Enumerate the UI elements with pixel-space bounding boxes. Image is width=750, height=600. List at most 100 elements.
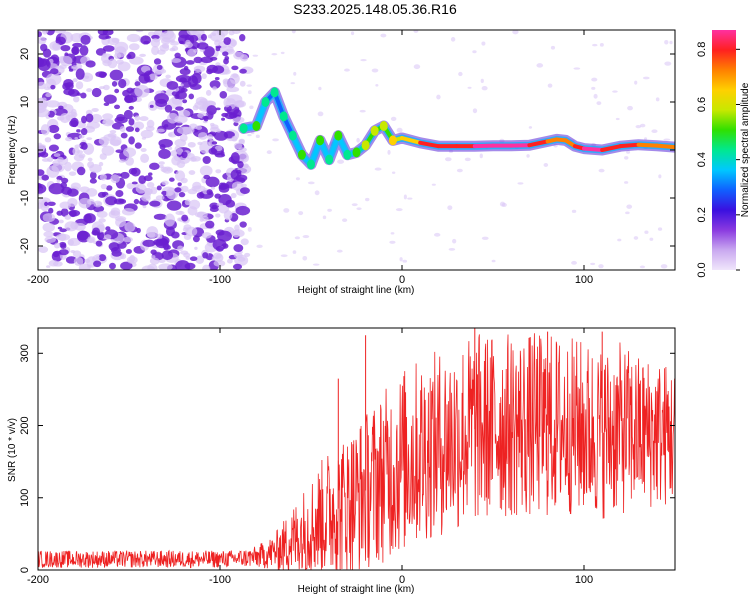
noise-speckle <box>617 238 622 242</box>
x-tick-label: -100 <box>209 274 231 286</box>
noise-speckle <box>200 33 207 41</box>
noise-speckle <box>178 109 191 118</box>
noise-speckle <box>238 152 250 163</box>
y-tick-label: 10 <box>19 96 31 108</box>
noise-speckle <box>188 170 196 175</box>
noise-speckle <box>133 198 140 205</box>
noise-speckle <box>337 159 345 164</box>
noise-speckle <box>182 99 188 104</box>
noise-speckle <box>149 162 160 171</box>
noise-speckle <box>481 41 486 46</box>
noise-speckle <box>591 77 598 82</box>
noise-speckle <box>657 227 663 231</box>
noise-speckle <box>232 229 241 238</box>
noise-speckle <box>431 183 436 186</box>
snr-line <box>38 333 675 570</box>
noise-speckle <box>195 255 205 264</box>
noise-speckle <box>450 37 456 42</box>
noise-speckle <box>115 190 124 198</box>
ridge-point <box>279 111 288 122</box>
snr-frame <box>37 327 676 571</box>
noise-speckle <box>39 151 49 158</box>
noise-speckle <box>375 84 379 87</box>
noise-speckle <box>590 262 596 266</box>
noise-speckle <box>149 200 161 207</box>
noise-speckle <box>359 109 366 113</box>
noise-speckle <box>41 174 50 181</box>
noise-speckle <box>120 253 127 260</box>
noise-speckle <box>312 263 320 266</box>
noise-speckle <box>169 47 176 52</box>
noise-speckle <box>230 169 240 180</box>
noise-speckle <box>67 188 79 197</box>
noise-speckle <box>222 69 231 75</box>
noise-speckle <box>210 122 215 127</box>
noise-speckle <box>87 264 92 268</box>
noise-speckle <box>302 255 308 261</box>
noise-speckle <box>635 125 642 129</box>
noise-speckle <box>266 150 272 155</box>
noise-speckle <box>166 200 182 211</box>
noise-speckle <box>120 261 133 270</box>
noise-speckle <box>134 115 141 121</box>
x-tick-label: 0 <box>399 274 405 286</box>
noise-speckle <box>517 182 524 185</box>
noise-speckle <box>38 58 51 72</box>
noise-speckle <box>639 123 646 128</box>
noise-speckle <box>215 213 221 218</box>
noise-speckle <box>209 126 220 133</box>
noise-speckle <box>114 46 127 58</box>
noise-speckle <box>60 243 67 249</box>
noise-speckle <box>452 238 457 244</box>
noise-speckle <box>664 39 669 45</box>
noise-speckle <box>158 148 171 160</box>
x-tick-label: 0 <box>399 574 405 586</box>
noise-speckle <box>108 242 120 251</box>
noise-speckle <box>61 177 69 184</box>
noise-speckle <box>111 250 122 257</box>
noise-speckle <box>150 38 161 48</box>
noise-speckle <box>76 92 81 96</box>
noise-speckle <box>138 73 151 84</box>
noise-speckle <box>38 31 42 38</box>
noise-speckle <box>407 197 413 200</box>
noise-speckle <box>247 90 252 95</box>
noise-speckle <box>573 67 581 70</box>
noise-speckle <box>155 195 165 201</box>
noise-speckle <box>242 163 249 169</box>
noise-speckle <box>295 177 300 181</box>
noise-speckle <box>235 100 247 108</box>
noise-speckle <box>209 56 218 61</box>
noise-speckle <box>123 109 133 120</box>
noise-speckle <box>124 222 136 233</box>
colorbar-tick-label: 0.0 <box>696 262 708 277</box>
noise-speckle <box>168 146 173 150</box>
noise-speckle <box>256 244 263 248</box>
noise-speckle <box>272 138 279 142</box>
noise-speckle <box>178 192 186 198</box>
noise-speckle <box>40 124 50 136</box>
ridge-point <box>361 140 370 151</box>
noise-speckle <box>464 157 471 162</box>
noise-speckle <box>202 115 208 120</box>
noise-speckle <box>196 42 209 50</box>
ridge-point <box>379 121 388 131</box>
noise-speckle <box>68 68 74 72</box>
noise-speckle <box>103 102 110 107</box>
noise-speckle <box>180 87 188 93</box>
noise-speckle <box>185 60 195 65</box>
noise-speckle <box>78 134 85 139</box>
ridge-segment <box>636 142 659 148</box>
noise-speckle <box>148 73 158 81</box>
noise-speckle <box>153 58 162 65</box>
y-tick-label: 300 <box>19 344 31 362</box>
noise-speckle <box>107 132 117 138</box>
noise-speckle <box>59 228 67 233</box>
noise-speckle <box>202 155 211 165</box>
noise-speckle <box>55 233 71 241</box>
noise-speckle <box>102 113 114 120</box>
noise-speckle <box>214 39 221 47</box>
noise-speckle <box>249 105 254 110</box>
colorbar-gradient <box>712 30 736 270</box>
